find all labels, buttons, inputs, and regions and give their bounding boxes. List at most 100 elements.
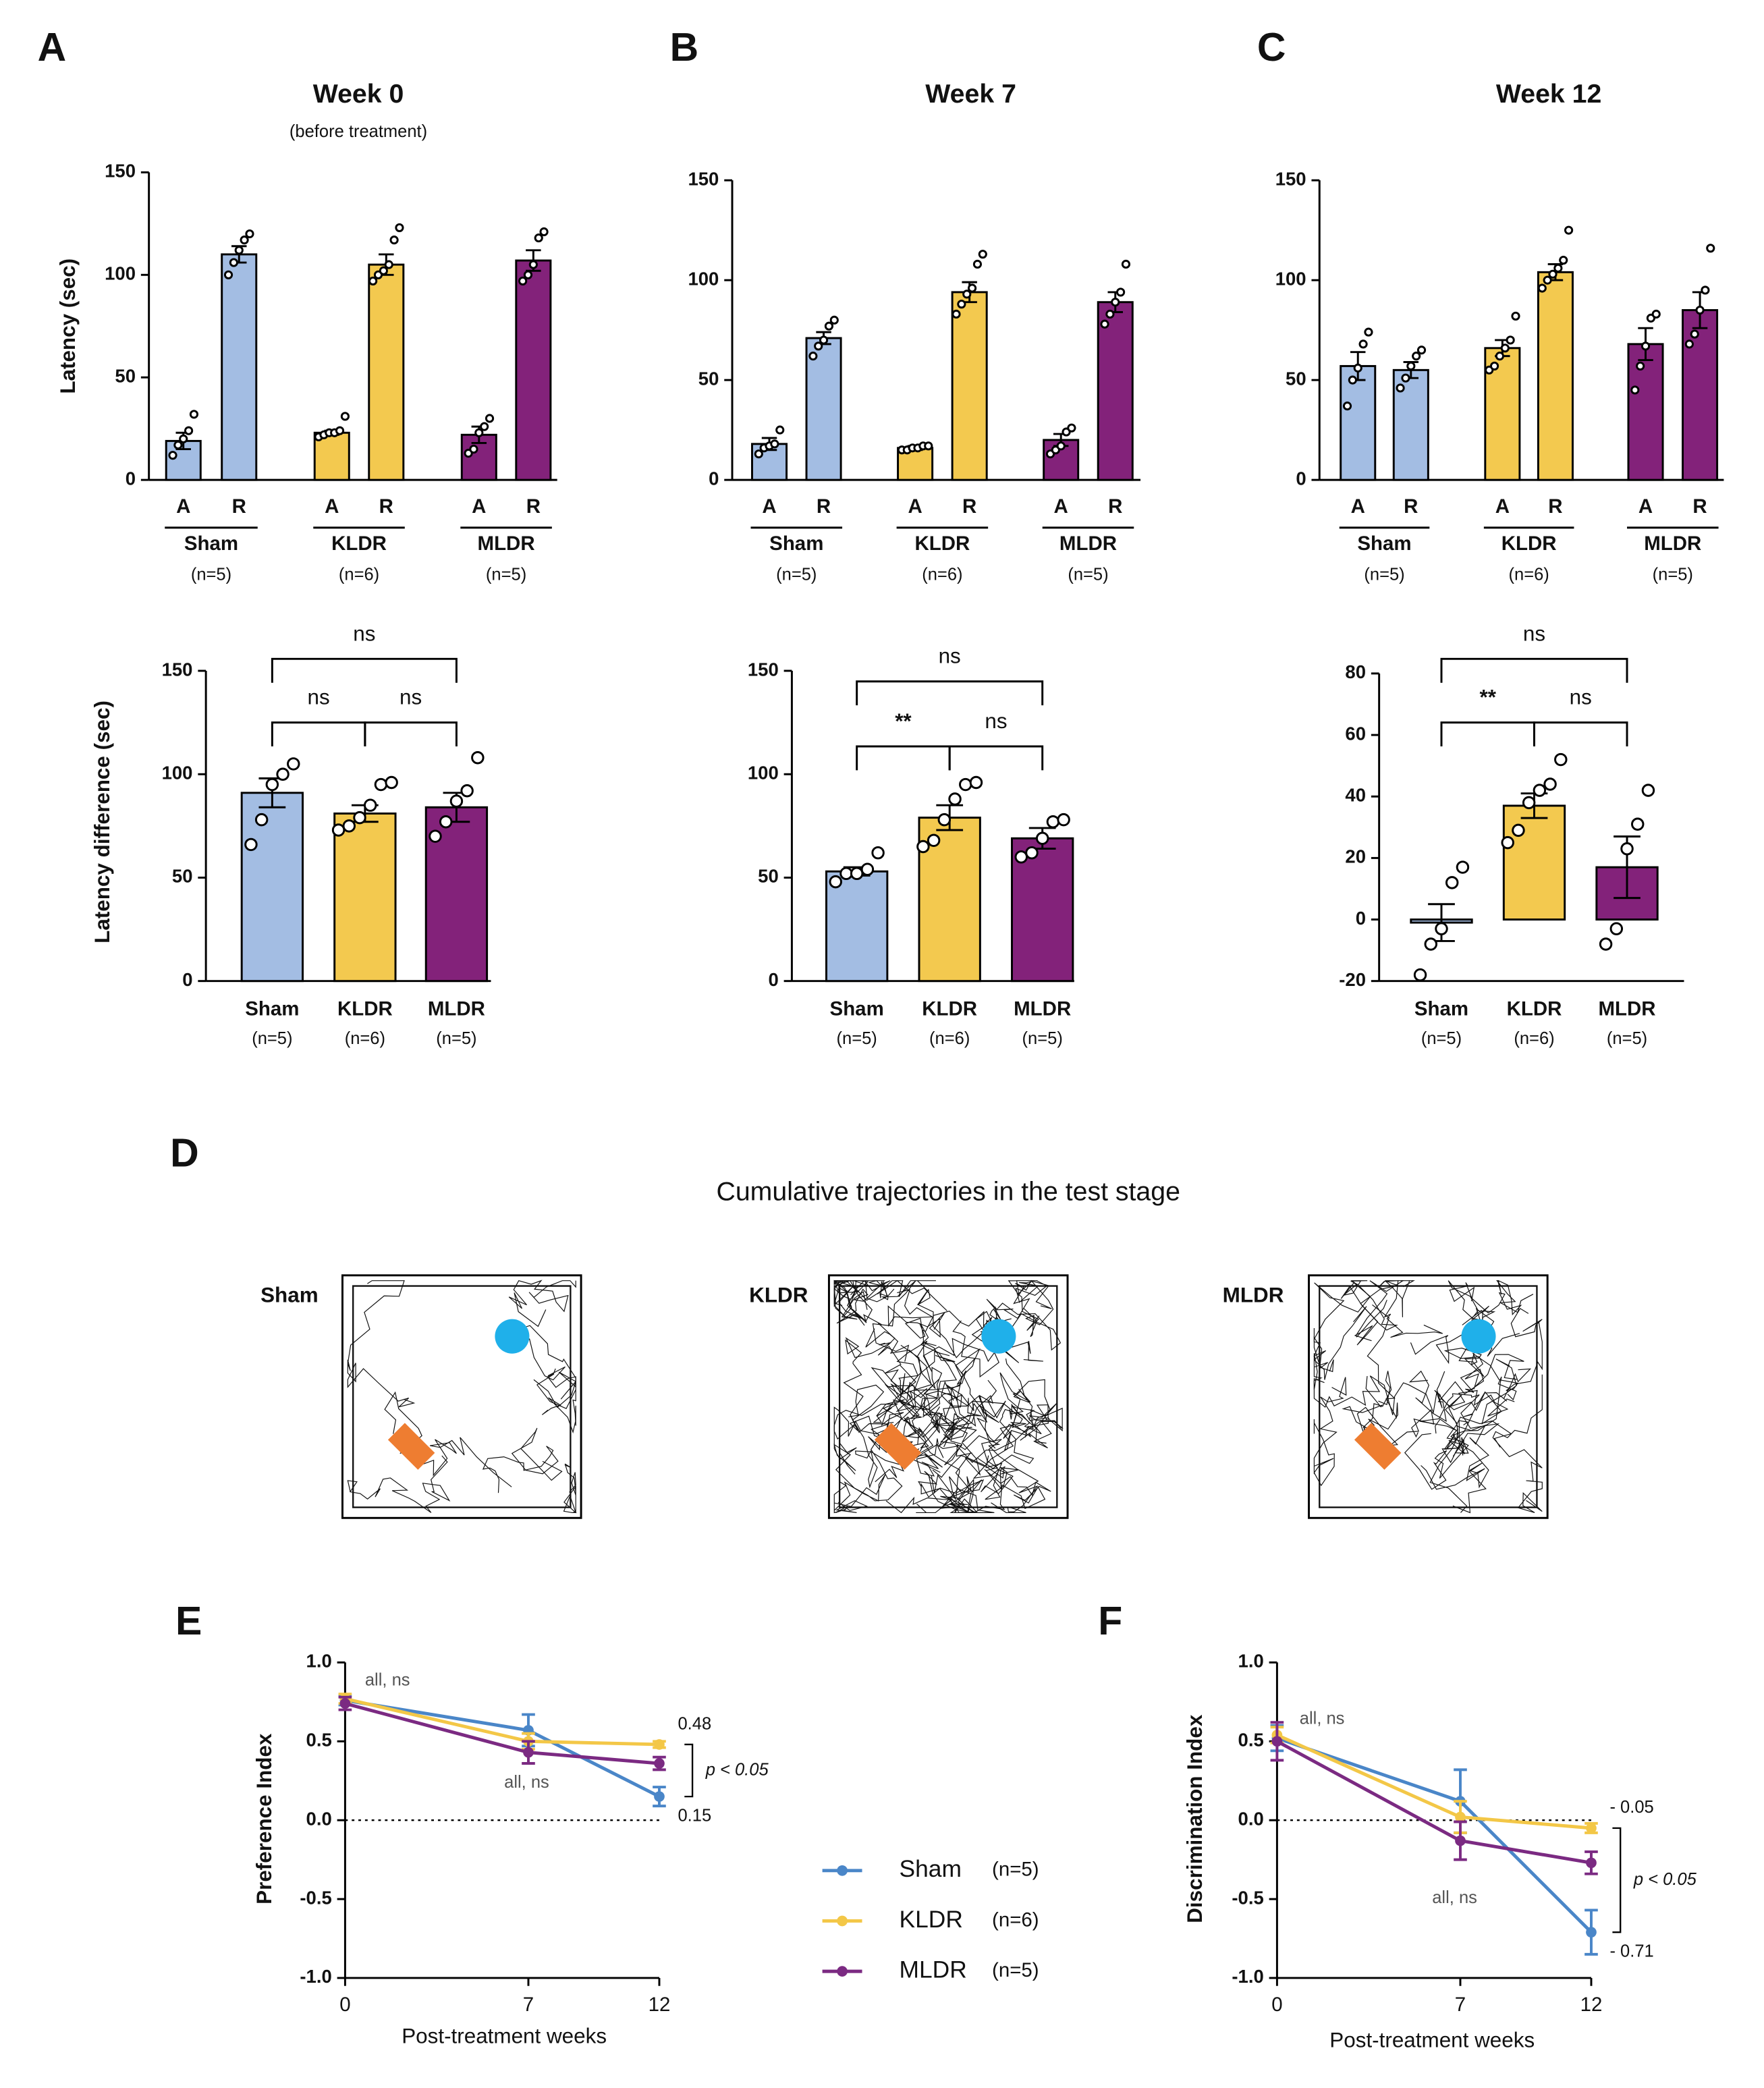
data-point bbox=[1630, 385, 1640, 395]
trajectory bbox=[563, 1463, 577, 1514]
y-tick-label: 0 bbox=[1296, 468, 1306, 489]
data-point bbox=[1522, 796, 1536, 810]
data-point bbox=[439, 815, 453, 829]
square-object bbox=[1354, 1423, 1402, 1470]
trajectory bbox=[512, 1325, 577, 1408]
significance-bracket bbox=[271, 721, 366, 746]
x-tick-label: 0 bbox=[1271, 1994, 1282, 2016]
y-tick-label: 40 bbox=[1345, 785, 1366, 806]
trajectory bbox=[999, 1358, 1035, 1421]
y-tick-label: 50 bbox=[758, 866, 779, 887]
arena bbox=[1308, 1274, 1549, 1519]
y-tick-label: 0.5 bbox=[306, 1730, 332, 1751]
data-point bbox=[395, 223, 404, 232]
y-tick-label: 0 bbox=[126, 468, 136, 489]
data-point bbox=[364, 798, 377, 812]
significance-label: p < 0.05 bbox=[705, 1760, 769, 1779]
n-label: (n=6) bbox=[922, 565, 962, 584]
data-point bbox=[957, 300, 966, 309]
data-point bbox=[384, 260, 393, 269]
trajectory bbox=[887, 1289, 958, 1410]
x-tick-label: 7 bbox=[523, 1994, 534, 2016]
data-point bbox=[1412, 352, 1421, 361]
data-point bbox=[340, 412, 350, 421]
significance-bracket bbox=[684, 1743, 694, 1798]
data-point bbox=[1067, 423, 1076, 433]
value-label: 0.48 bbox=[678, 1714, 711, 1733]
panel-letter: E bbox=[175, 1599, 202, 1643]
data-point bbox=[1105, 309, 1115, 319]
panel-letter: A bbox=[38, 26, 67, 70]
y-tick-label: 50 bbox=[172, 866, 193, 887]
group-label: Sham bbox=[1357, 532, 1411, 555]
trajectory bbox=[536, 1373, 576, 1434]
trajectory bbox=[908, 1390, 976, 1449]
trajectory bbox=[843, 1337, 891, 1441]
trajectory bbox=[871, 1323, 964, 1395]
x-tick-label: A bbox=[1638, 495, 1653, 518]
data-point bbox=[924, 441, 933, 451]
data-point bbox=[1358, 339, 1368, 349]
n-label: (n=5) bbox=[1068, 565, 1108, 584]
y-tick-label: -20 bbox=[1339, 969, 1366, 990]
trajectory bbox=[838, 1285, 1058, 1508]
bar bbox=[1682, 309, 1719, 481]
trajectory bbox=[865, 1328, 955, 1448]
data-point bbox=[1564, 225, 1574, 235]
data-point bbox=[449, 794, 464, 808]
x-tick-label: A bbox=[908, 495, 922, 518]
data-point bbox=[1046, 815, 1060, 829]
y-tick-label: 0.0 bbox=[306, 1808, 332, 1829]
x-tick-label: KLDR bbox=[922, 998, 977, 1020]
arena bbox=[341, 1274, 582, 1519]
annotation: all, ns bbox=[365, 1671, 410, 1690]
x-tick-label: A bbox=[1495, 495, 1510, 518]
significance-bracket bbox=[1440, 721, 1535, 746]
group-label: KLDR bbox=[1501, 532, 1557, 555]
n-label: (n=6) bbox=[1509, 565, 1549, 584]
x-tick-label: MLDR bbox=[428, 998, 485, 1020]
trajectory bbox=[1404, 1417, 1512, 1490]
trajectory bbox=[938, 1348, 994, 1477]
legend-marker bbox=[837, 1865, 848, 1876]
data-point bbox=[1620, 842, 1634, 856]
data-point bbox=[1609, 922, 1624, 935]
data-point bbox=[518, 276, 528, 285]
legend-marker bbox=[837, 1915, 848, 1927]
data-point bbox=[1056, 441, 1066, 451]
data-point bbox=[276, 767, 290, 781]
x-tick-label: R bbox=[1108, 495, 1122, 518]
y-tick-label: -0.5 bbox=[300, 1887, 331, 1908]
data-point bbox=[962, 290, 972, 299]
n-label: (n=5) bbox=[776, 565, 817, 584]
legend-label: MLDR bbox=[900, 1956, 967, 1983]
y-tick-label: 150 bbox=[1275, 168, 1306, 189]
trajectory bbox=[833, 1399, 960, 1440]
data-point bbox=[1413, 968, 1427, 982]
data-point bbox=[1035, 831, 1049, 845]
significance-label: ** bbox=[1480, 686, 1497, 709]
series-line bbox=[344, 1701, 660, 1765]
data-point bbox=[1641, 341, 1651, 351]
x-tick-label: A bbox=[176, 495, 190, 518]
legend-marker bbox=[837, 1966, 848, 1977]
n-label: (n=5) bbox=[1364, 565, 1404, 584]
data-point bbox=[1057, 813, 1070, 827]
n-label: (n=5) bbox=[1421, 1029, 1462, 1048]
group-label: MLDR bbox=[1059, 532, 1117, 555]
data-point bbox=[1353, 363, 1362, 373]
data-point bbox=[523, 1747, 534, 1758]
data-point bbox=[654, 1758, 665, 1769]
panel-title: Cumulative trajectories in the test stag… bbox=[716, 1176, 1180, 1206]
data-point bbox=[839, 867, 853, 881]
square-object bbox=[387, 1423, 435, 1470]
data-point bbox=[1424, 937, 1438, 951]
data-point bbox=[952, 309, 961, 319]
x-tick-label: Sham bbox=[1414, 998, 1468, 1020]
panel-letter: C bbox=[1257, 26, 1286, 70]
arena-label: KLDR bbox=[749, 1284, 808, 1307]
data-point bbox=[1445, 876, 1459, 889]
data-point bbox=[1701, 285, 1710, 295]
x-tick-label: MLDR bbox=[1014, 998, 1071, 1020]
trajectory bbox=[875, 1442, 993, 1514]
